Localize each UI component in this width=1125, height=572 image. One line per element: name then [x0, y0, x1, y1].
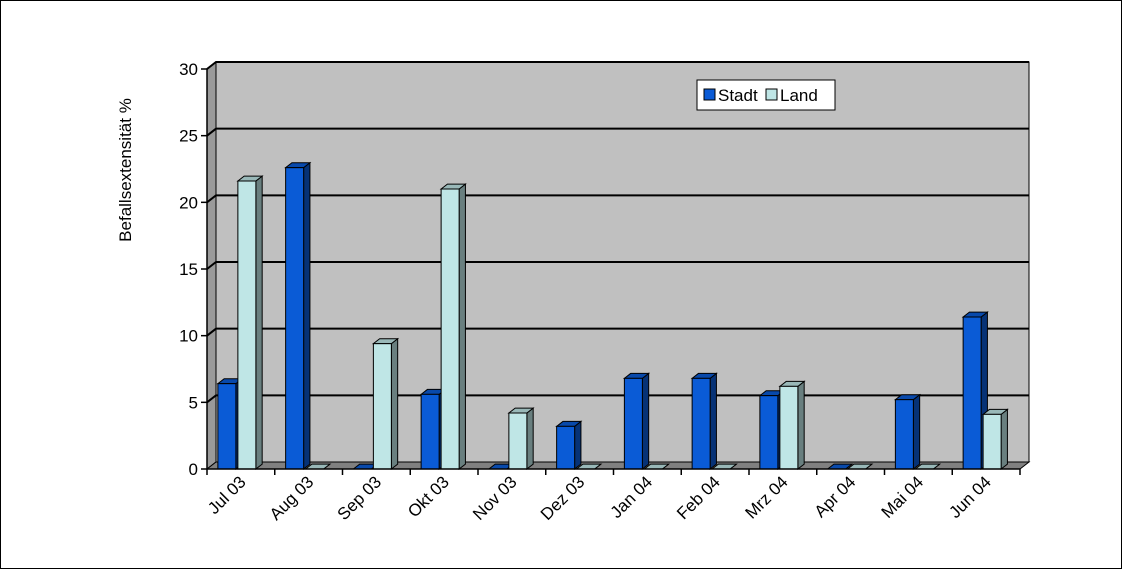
x-tick-label: Jan 04 [607, 472, 657, 522]
x-tick-label: Jun 04 [945, 472, 995, 522]
bar-front [217, 383, 237, 470]
bar-side [912, 393, 921, 471]
bar-stadt-aug-03 [284, 161, 312, 471]
x-tick-label: Okt 03 [404, 472, 453, 521]
bar-land-mrz-04 [778, 380, 806, 471]
bar-side [641, 372, 650, 471]
bar-land-jun-04 [981, 408, 1009, 471]
x-tick-label: Feb 04 [673, 472, 724, 523]
x-tick-label: Aug 03 [266, 472, 318, 524]
y-tick-label: 20 [179, 193, 198, 212]
x-tick-label: Jul 03 [204, 472, 250, 518]
y-axis-label: Befallsextensität % [116, 98, 135, 242]
bar-side [709, 372, 717, 471]
x-tick-label: Nov 03 [469, 472, 521, 524]
y-tick-label: 25 [179, 127, 198, 146]
bar-front [420, 393, 440, 470]
x-tick-label: Dez 03 [537, 472, 589, 524]
bar-front [508, 412, 528, 470]
y-tick-label: 10 [179, 327, 198, 346]
bar-side [797, 380, 805, 471]
bar-stadt-dez-03 [555, 420, 583, 471]
bar-land-okt-03 [439, 183, 467, 471]
bar-land-jul-03 [236, 175, 264, 471]
bar-front [440, 188, 460, 470]
y-tick-label: 15 [179, 260, 198, 279]
bar-front [285, 167, 305, 470]
bar-land-sep-03 [371, 337, 400, 471]
x-tick-label: Mrz 04 [742, 472, 792, 522]
bar-front [237, 180, 257, 470]
bar-side [458, 183, 466, 471]
legend-label-stadt: Stadt [718, 86, 758, 105]
legend-label-land: Land [780, 86, 818, 105]
bar-front [894, 399, 914, 470]
gridline [206, 261, 1029, 270]
y-tick-label: 30 [179, 60, 198, 79]
bar-side [526, 407, 534, 471]
bar-side [303, 161, 311, 471]
bar-front [691, 377, 711, 470]
legend-swatch-stadt [703, 88, 716, 101]
bar-front [759, 395, 779, 470]
bar-side [390, 337, 399, 471]
gridline [206, 61, 1029, 70]
bar-front [962, 316, 982, 470]
bar-side [574, 420, 582, 471]
bar-front [556, 425, 576, 470]
y-tick-label: 5 [189, 393, 198, 412]
gridline [206, 127, 1029, 137]
bar-front [623, 377, 643, 470]
gridline [206, 394, 1029, 404]
x-tick-label: Sep 03 [334, 472, 386, 524]
bar-side [255, 175, 263, 471]
bar-stadt-feb-04 [690, 372, 718, 471]
bar-side [1000, 408, 1008, 471]
bar-land-dez-03 [575, 463, 603, 470]
bar-land-nov-03 [507, 407, 535, 471]
legend: Stadt Land [696, 79, 836, 111]
legend-swatch-land [765, 88, 778, 101]
bar-stadt-mai-04 [893, 393, 922, 471]
bar-stadt-jan-04 [622, 372, 651, 471]
gridline [206, 194, 1029, 204]
bar-front [982, 413, 1002, 470]
gridline [206, 327, 1029, 337]
x-tick-label: Mai 04 [878, 472, 928, 522]
x-tick-label: Apr 04 [811, 472, 860, 521]
y-tick-label: 0 [189, 460, 198, 479]
bar-front [372, 343, 392, 470]
bar-front [779, 385, 799, 470]
